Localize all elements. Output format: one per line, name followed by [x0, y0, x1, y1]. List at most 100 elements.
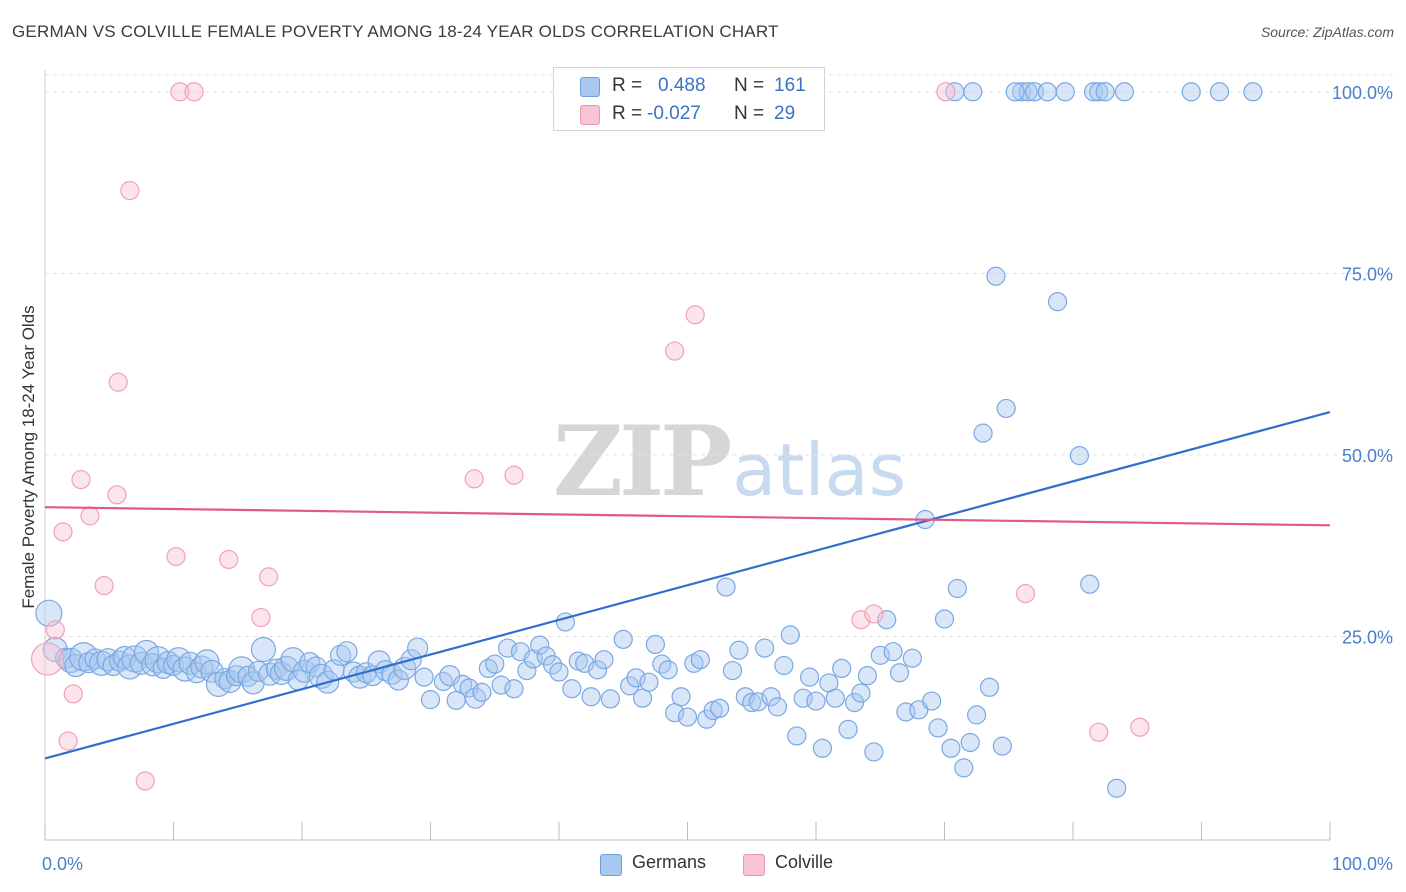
point-colville-24 [936, 82, 956, 102]
point-germans-137 [902, 648, 922, 668]
point-germans-93 [620, 676, 640, 696]
point-germans-149 [979, 677, 1000, 697]
point-germans-28 [200, 659, 224, 683]
point-germans-135 [889, 663, 910, 683]
point-germans-167 [1095, 82, 1115, 102]
point-germans-157 [1047, 292, 1068, 312]
point-germans-147 [967, 705, 987, 725]
point-germans-82 [542, 655, 563, 675]
point-germans-95 [632, 688, 653, 708]
point-germans-78 [517, 660, 537, 681]
point-germans-156 [1037, 82, 1057, 102]
point-germans-114 [754, 638, 775, 658]
point-colville-17 [258, 567, 279, 587]
legend-r-value-colville: -0.027 [647, 103, 701, 124]
point-germans-130 [857, 666, 878, 686]
source-label: Source: ZipAtlas.com [1260, 24, 1394, 40]
y-axis-label: Female Poverty Among 18-24 Year Olds [19, 305, 38, 608]
legend-n-label: N = [734, 103, 765, 124]
y-tick-label-75: 75.0% [1342, 264, 1393, 284]
point-germans-71 [472, 682, 492, 702]
point-colville-25 [1015, 583, 1036, 604]
point-germans-148 [973, 423, 993, 443]
point-germans-75 [498, 638, 518, 658]
point-germans-164 [1055, 82, 1075, 102]
point-germans-88 [581, 687, 601, 707]
point-colville-14 [184, 82, 204, 102]
point-colville-10 [120, 180, 140, 201]
point-germans-36 [247, 660, 269, 682]
point-germans-96 [639, 672, 659, 692]
point-germans-151 [992, 736, 1012, 756]
point-germans-50 [329, 644, 352, 666]
point-colville-6 [80, 506, 100, 526]
point-germans-74 [491, 675, 511, 695]
point-germans-159 [1080, 574, 1100, 594]
watermark-atlas: atlas [732, 428, 907, 512]
y-tick-label-25: 25.0% [1342, 627, 1393, 647]
point-colville-27 [1130, 717, 1150, 737]
point-germans-170 [1209, 82, 1230, 102]
point-germans-143 [941, 738, 961, 758]
point-germans-119 [787, 726, 807, 746]
point-germans-145 [954, 758, 974, 778]
point-germans-125 [825, 688, 845, 708]
point-germans-32 [225, 665, 248, 687]
point-germans-160 [1107, 778, 1127, 798]
point-germans-99 [658, 660, 678, 680]
y-tick-label-50: 50.0% [1342, 446, 1393, 466]
point-germans-83 [549, 662, 569, 682]
legend-swatch-germans [580, 77, 600, 97]
point-germans-129 [851, 683, 871, 703]
point-germans-128 [844, 692, 865, 713]
point-germans-109 [722, 660, 743, 681]
point-colville-7 [94, 576, 114, 596]
point-germans-158 [1069, 446, 1090, 466]
point-germans-101 [671, 687, 691, 707]
x-tick-label-0: 0.0% [42, 854, 83, 874]
point-germans-150 [986, 266, 1006, 286]
point-germans-152 [996, 398, 1016, 419]
point-germans-85 [562, 679, 582, 699]
legend-swatch-colville [580, 105, 600, 125]
point-colville-15 [219, 549, 239, 570]
point-colville-0 [30, 642, 65, 676]
point-colville-20 [665, 341, 685, 361]
point-germans-163 [1005, 82, 1025, 102]
legend-r-label: R = [612, 103, 643, 124]
point-colville-11 [135, 771, 155, 791]
point-germans-0 [35, 599, 63, 627]
point-germans-37 [250, 636, 277, 663]
point-germans-162 [963, 82, 983, 102]
point-colville-26 [1089, 722, 1109, 742]
bottom-legend-label-colville: Colville [775, 852, 834, 872]
point-colville-16 [251, 607, 271, 628]
point-germans-131 [864, 742, 884, 762]
point-germans-140 [922, 691, 942, 711]
point-germans-51 [336, 641, 358, 663]
legend-row-colville: R = -0.027 N = 29 [554, 100, 824, 128]
trendline-colville [44, 506, 1331, 527]
point-germans-112 [742, 692, 762, 713]
point-germans-116 [767, 697, 788, 717]
point-germans-91 [600, 689, 621, 709]
point-germans-127 [838, 719, 858, 740]
point-germans-68 [453, 674, 473, 694]
legend-n-value-germans: 161 [774, 75, 806, 96]
point-germans-9 [96, 648, 120, 672]
point-germans-113 [748, 692, 768, 712]
x-tick-label-100: 100.0% [1332, 854, 1393, 874]
point-colville-18 [464, 469, 484, 489]
point-germans-31 [218, 669, 242, 694]
point-colville-13 [170, 82, 190, 102]
point-colville-5 [71, 469, 91, 490]
legend-r-value-germans: 0.488 [658, 75, 706, 96]
point-germans-144 [947, 578, 967, 599]
point-germans-165 [1083, 82, 1104, 102]
trendline-germans [44, 410, 1331, 760]
bottom-legend-swatch-colville [743, 854, 765, 876]
watermark: ZIPatlas [553, 405, 906, 518]
point-germans-41 [273, 655, 300, 682]
point-colville-19 [504, 465, 524, 485]
point-colville-4 [63, 684, 83, 704]
